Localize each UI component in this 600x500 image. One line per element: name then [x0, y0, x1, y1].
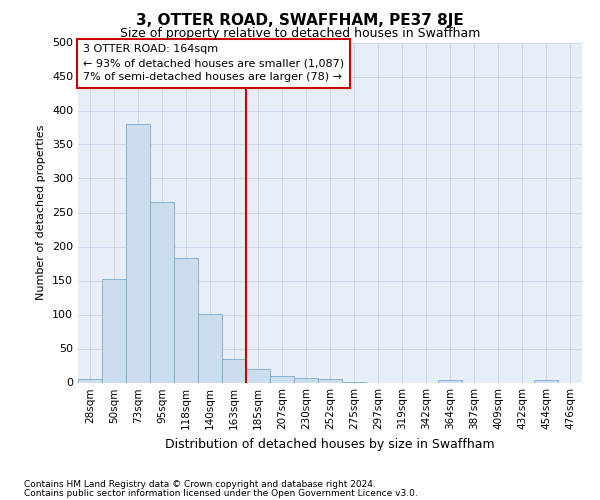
Bar [198, 314, 222, 382]
Bar [318, 379, 342, 382]
Bar [270, 376, 294, 382]
Text: 3 OTTER ROAD: 164sqm
← 93% of detached houses are smaller (1,087)
7% of semi-det: 3 OTTER ROAD: 164sqm ← 93% of detached h… [83, 44, 344, 82]
Y-axis label: Number of detached properties: Number of detached properties [37, 125, 46, 300]
Text: 3, OTTER ROAD, SWAFFHAM, PE37 8JE: 3, OTTER ROAD, SWAFFHAM, PE37 8JE [136, 12, 464, 28]
Bar [222, 360, 246, 382]
X-axis label: Distribution of detached houses by size in Swaffham: Distribution of detached houses by size … [165, 438, 495, 451]
Bar [174, 258, 198, 382]
Bar [78, 379, 102, 382]
Bar [102, 279, 126, 382]
Bar [438, 380, 462, 382]
Text: Size of property relative to detached houses in Swaffham: Size of property relative to detached ho… [120, 28, 480, 40]
Bar [246, 369, 270, 382]
Bar [126, 124, 150, 382]
Bar [534, 380, 558, 382]
Bar [294, 378, 318, 382]
Text: Contains public sector information licensed under the Open Government Licence v3: Contains public sector information licen… [24, 488, 418, 498]
Bar [150, 202, 174, 382]
Text: Contains HM Land Registry data © Crown copyright and database right 2024.: Contains HM Land Registry data © Crown c… [24, 480, 376, 489]
